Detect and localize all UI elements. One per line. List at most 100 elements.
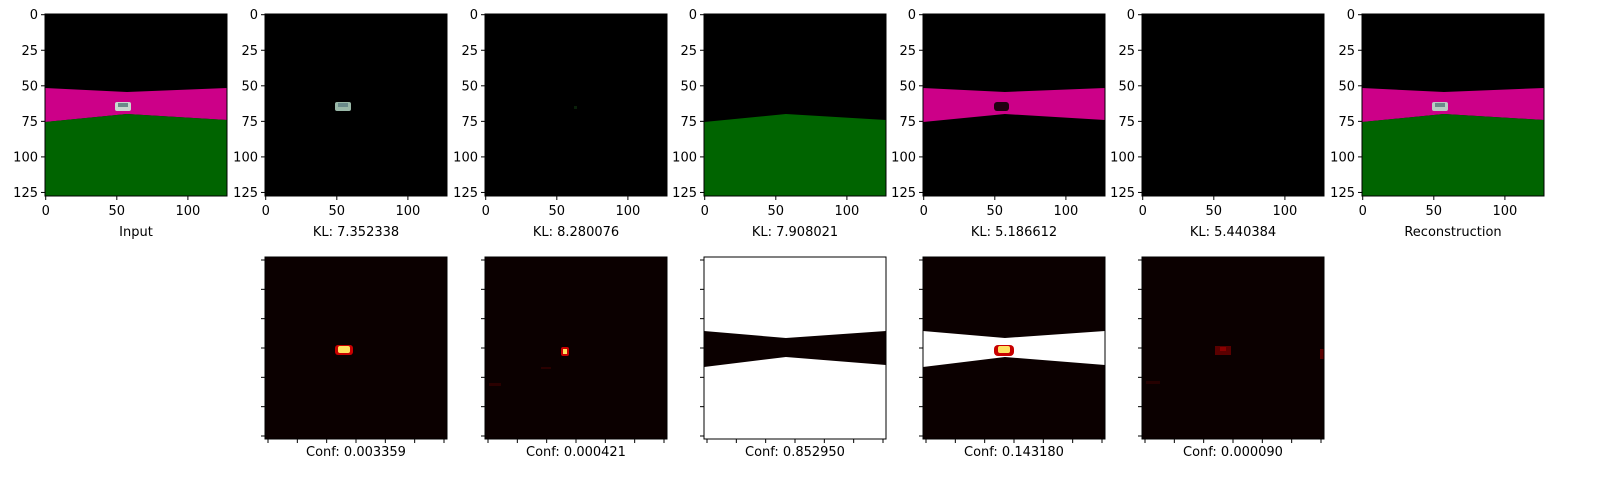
panel-mask-4: Conf: 0.143180 [919, 256, 1106, 460]
image-background [265, 257, 447, 439]
axes-frame [703, 13, 887, 197]
panel-mask-3: Conf: 0.852950 [700, 256, 887, 460]
y-tick-label: 50 [21, 79, 38, 94]
y-tick-label: 25 [899, 44, 916, 59]
axes-5: 0 25 50 75 100 125 0 50 100 [1110, 8, 1297, 219]
y-tick-label: 50 [241, 79, 258, 94]
y-tick-label: 50 [680, 79, 697, 94]
y-tick-label: 125 [453, 186, 478, 201]
image-background [265, 14, 447, 196]
panel-caption: Conf: 0.852950 [745, 445, 845, 460]
noise [489, 383, 501, 386]
y-tick-label: 100 [1330, 150, 1355, 165]
y-tick-label: 75 [241, 115, 258, 130]
road-band [1362, 88, 1544, 122]
road-band [923, 88, 1105, 122]
y-tick-label: 125 [891, 186, 916, 201]
panel-component-4: KL: 5.186612 [922, 13, 1106, 240]
panel-reconstruction: Reconstruction [1361, 13, 1545, 240]
panel-caption: Conf: 0.143180 [964, 445, 1064, 460]
y-tick-label: 125 [233, 186, 258, 201]
axes-1: 0 25 50 75 100 125 0 50 100 [233, 8, 420, 219]
y-tick-label: 0 [1127, 8, 1135, 23]
x-tick-label: 0 [1359, 204, 1367, 219]
x-tick-label: 50 [109, 204, 126, 219]
y-tick-label: 75 [680, 115, 697, 130]
car-shadow [994, 102, 1009, 111]
y-tick-label: 0 [30, 8, 38, 23]
grass-region [704, 114, 886, 196]
grass-region [45, 114, 227, 196]
panel-caption: Reconstruction [1404, 225, 1501, 240]
x-tick-label: 0 [701, 204, 709, 219]
y-tick-label: 75 [1118, 115, 1135, 130]
y-tick-label: 0 [689, 8, 697, 23]
y-tick-label: 25 [241, 44, 258, 59]
y-tick-label: 100 [233, 150, 258, 165]
x-tick-label: 100 [1492, 204, 1517, 219]
y-tick-label: 25 [1118, 44, 1135, 59]
panel-caption: Conf: 0.000421 [526, 445, 626, 460]
y-tick-label: 50 [1118, 79, 1135, 94]
y-tick-label: 25 [21, 44, 38, 59]
y-tick-label: 125 [1110, 186, 1135, 201]
y-tick-label: 25 [1338, 44, 1355, 59]
x-tick-label: 50 [1426, 204, 1443, 219]
noise [1146, 381, 1160, 384]
panel-caption: KL: 7.352338 [313, 225, 399, 240]
x-tick-label: 0 [262, 204, 270, 219]
axes-frame [922, 13, 1106, 197]
panel-component-3: KL: 7.908021 [703, 13, 887, 240]
x-tick-label: 50 [768, 204, 785, 219]
panel-caption: Conf: 0.000090 [1183, 445, 1283, 460]
y-tick-label: 100 [891, 150, 916, 165]
y-tick-label: 25 [680, 44, 697, 59]
y-tick-label: 0 [908, 8, 916, 23]
x-tick-label: 50 [329, 204, 346, 219]
axes-6: 0 25 50 75 100 125 0 50 100 [1330, 8, 1517, 219]
faint-core [1220, 347, 1226, 351]
axes-frame [484, 13, 668, 197]
x-tick-label: 100 [175, 204, 200, 219]
x-tick-label: 50 [1206, 204, 1223, 219]
panel-component-2: KL: 8.280076 [484, 13, 668, 240]
y-tick-label: 0 [470, 8, 478, 23]
image-background [485, 14, 667, 196]
hotspot-core [338, 346, 350, 353]
panel-caption: KL: 5.186612 [971, 225, 1057, 240]
road-band [45, 88, 227, 122]
panel-caption: Input [119, 225, 153, 240]
noise [541, 367, 551, 369]
y-tick-label: 75 [21, 115, 38, 130]
faint-blob [574, 106, 577, 109]
x-tick-label: 100 [1053, 204, 1078, 219]
image-background [1142, 257, 1324, 439]
x-tick-label: 50 [987, 204, 1004, 219]
car-window [338, 103, 348, 107]
x-tick-label: 0 [1139, 204, 1147, 219]
panel-caption: Conf: 0.003359 [306, 445, 406, 460]
y-tick-label: 125 [13, 186, 38, 201]
axes-frame [264, 13, 448, 197]
y-tick-label: 100 [1110, 150, 1135, 165]
panel-input: Input [44, 13, 228, 240]
panel-caption: KL: 5.440384 [1190, 225, 1276, 240]
image-background [485, 257, 667, 439]
y-tick-label: 50 [461, 79, 478, 94]
car-window [1435, 103, 1445, 107]
x-tick-label: 0 [920, 204, 928, 219]
y-tick-label: 50 [1338, 79, 1355, 94]
y-tick-label: 100 [453, 150, 478, 165]
axes-3: 0 25 50 75 100 125 0 50 100 [672, 8, 859, 219]
y-tick-label: 0 [1347, 8, 1355, 23]
axes-frame [1361, 13, 1545, 197]
x-tick-label: 100 [1272, 204, 1297, 219]
y-tick-label: 100 [672, 150, 697, 165]
panel-mask-1: Conf: 0.003359 [261, 256, 448, 460]
y-tick-label: 125 [1330, 186, 1355, 201]
x-tick-label: 100 [834, 204, 859, 219]
y-tick-label: 0 [250, 8, 258, 23]
y-tick-label: 125 [672, 186, 697, 201]
panel-caption: KL: 7.908021 [752, 225, 838, 240]
